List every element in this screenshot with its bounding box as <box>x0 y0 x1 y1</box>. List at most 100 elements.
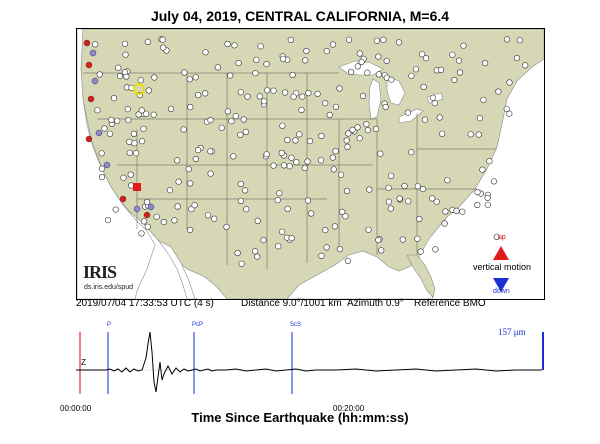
station-marker <box>214 64 221 71</box>
station-marker <box>484 201 491 208</box>
station-marker <box>343 137 350 144</box>
station-marker <box>101 125 108 132</box>
station-marker <box>308 210 315 217</box>
station-marker <box>375 236 382 244</box>
station-marker <box>260 237 267 244</box>
station-marker <box>94 107 101 114</box>
station-marker <box>280 162 288 169</box>
station-marker <box>237 89 244 96</box>
station-marker <box>503 105 510 112</box>
station-marker <box>185 166 192 173</box>
station-marker <box>516 37 523 44</box>
station-marker <box>144 223 151 230</box>
station-marker <box>453 207 460 214</box>
station-marker <box>115 64 122 71</box>
station-marker <box>145 87 152 94</box>
station-marker <box>493 233 500 240</box>
station-marker <box>264 87 271 94</box>
station-marker <box>278 149 285 157</box>
station-marker <box>253 56 260 63</box>
station-marker <box>223 223 230 230</box>
iris-logo: IRIS <box>83 262 117 282</box>
station-marker <box>173 157 181 164</box>
up-arrow-icon <box>493 246 509 260</box>
station-marker <box>408 149 415 156</box>
station-marker <box>175 178 182 185</box>
station-marker <box>112 206 119 213</box>
station-marker <box>98 150 105 157</box>
station-marker <box>480 96 487 103</box>
station-marker <box>237 131 244 138</box>
station-marker <box>306 137 314 145</box>
station-marker <box>160 219 167 226</box>
station-marker <box>238 260 245 267</box>
station-marker <box>474 189 481 196</box>
map-canvas <box>77 29 544 299</box>
gulf-of-california <box>158 240 196 299</box>
station-marker <box>475 131 482 138</box>
station-marker <box>180 126 187 133</box>
station-marker <box>275 243 282 250</box>
station-marker <box>232 113 239 120</box>
station-marker <box>329 154 336 161</box>
florida <box>406 254 436 298</box>
station-marker <box>270 162 277 169</box>
station-marker <box>396 195 403 202</box>
station-marker <box>96 71 103 78</box>
station-marker <box>187 103 194 111</box>
station-marker <box>135 111 142 118</box>
station-marker <box>476 115 484 122</box>
station-marker <box>414 235 421 242</box>
station-marker <box>479 166 486 173</box>
station-marker <box>332 103 340 110</box>
station-marker <box>202 90 209 97</box>
station-marker <box>95 129 103 137</box>
station-marker <box>256 93 263 100</box>
station-marker <box>191 202 198 209</box>
station-marker <box>486 158 493 165</box>
station-marker <box>187 180 194 187</box>
station-marker <box>120 174 127 181</box>
station-marker <box>211 215 218 222</box>
station-marker <box>103 161 111 169</box>
station-marker <box>186 76 193 83</box>
station-marker <box>429 195 436 202</box>
phase-label-pcp: PcP <box>192 322 204 328</box>
station-marker <box>356 50 363 57</box>
station-marker <box>506 110 513 117</box>
station-marker <box>421 116 429 123</box>
station-marker <box>429 94 436 101</box>
station-marker <box>460 42 467 49</box>
station-marker <box>235 59 242 67</box>
station-marker <box>317 157 325 164</box>
station-marker <box>252 70 259 77</box>
station-marker <box>167 105 175 112</box>
station-marker <box>467 131 474 138</box>
station-marker <box>323 244 330 251</box>
station-marker <box>484 194 491 201</box>
station-marker <box>282 89 289 96</box>
station-marker <box>131 140 138 147</box>
station-marker <box>318 132 325 140</box>
station-marker <box>133 205 141 213</box>
station-marker <box>387 205 394 212</box>
station-marker <box>230 153 237 160</box>
station-marker <box>302 57 309 64</box>
station-marker <box>171 217 178 224</box>
station-marker <box>303 47 310 55</box>
station-marker <box>140 218 148 225</box>
station-marker <box>166 187 173 194</box>
station-marker <box>83 39 91 47</box>
legend-caption: vertical motion <box>473 262 532 272</box>
station-marker <box>270 87 277 94</box>
station-marker <box>237 197 244 204</box>
station-marker <box>287 36 294 43</box>
station-marker <box>244 93 251 100</box>
event-azimuth: Azimuth 0.9° <box>347 298 404 309</box>
time-axis-label: Time Since Earthquake (hh:mm:ss) <box>191 410 409 425</box>
station-marker <box>284 136 291 144</box>
station-marker <box>375 53 382 60</box>
station-marker <box>395 39 403 46</box>
station-marker <box>284 205 291 212</box>
station-marker <box>420 83 427 91</box>
